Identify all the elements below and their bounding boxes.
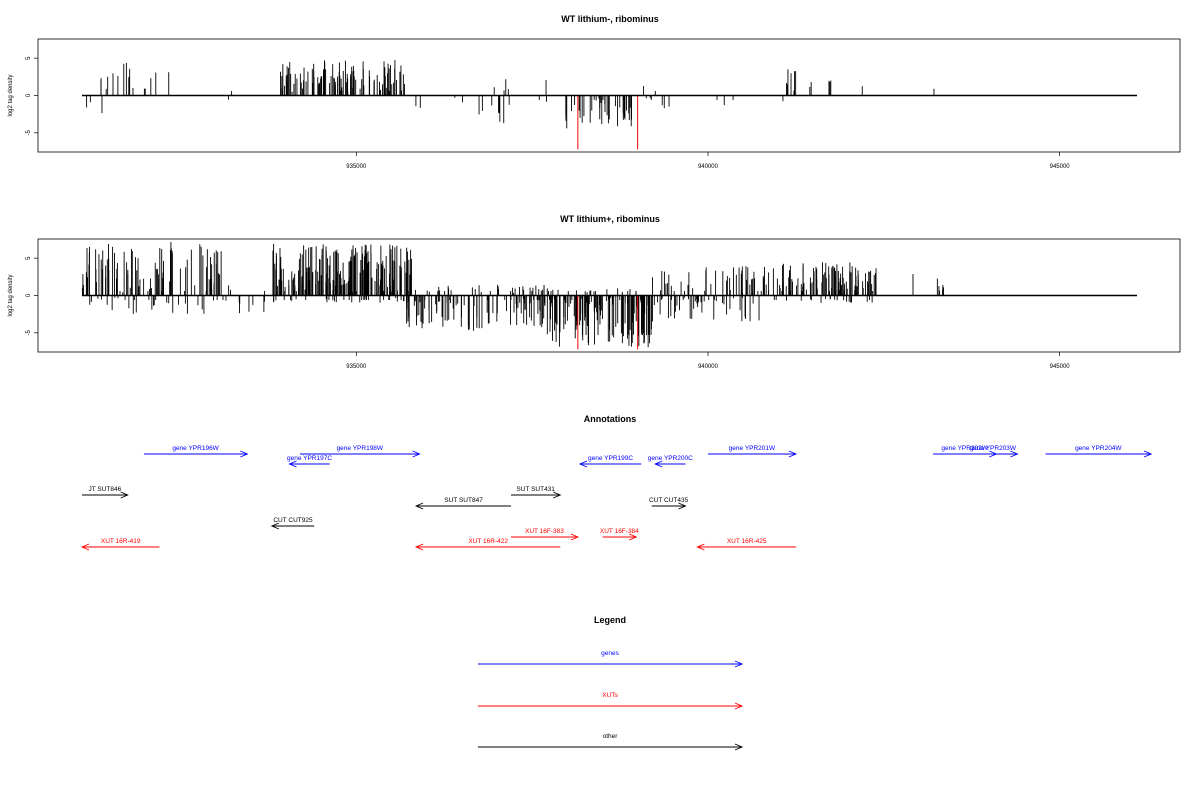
feature-label: JT SUT846	[88, 486, 121, 493]
feature-label: gene YPR200C	[648, 455, 693, 462]
feature-label: SUT SUT431	[516, 486, 555, 493]
x-tick-label: 935000	[346, 164, 367, 170]
feature-label: CUT CUT925	[273, 517, 313, 524]
feature-arrow-head	[414, 543, 424, 551]
feature-label: XUT 16R-419	[101, 538, 141, 545]
feature-arrow-head	[696, 543, 705, 551]
feature-label: XUT 16R-422	[468, 538, 508, 545]
feature-arrow-head	[270, 522, 280, 530]
feature-arrow-head	[414, 502, 424, 510]
legend-title: Legend	[594, 615, 626, 625]
feature-arrow-head	[788, 450, 798, 458]
feature-label: gene YPR196W	[172, 445, 219, 452]
feature-arrow-head	[629, 533, 638, 541]
legend-arrow-head	[734, 702, 744, 710]
feature-arrow-head	[288, 460, 297, 468]
feature-label: XUT 16F-383	[525, 528, 564, 535]
feature-label: XUT 16F-384	[600, 528, 639, 535]
y-tick-label: 0	[26, 293, 32, 297]
feature-arrow-head	[240, 450, 249, 458]
legend-arrow-head	[734, 660, 744, 668]
feature-label: gene YPR201W	[729, 445, 776, 452]
x-tick-label: 935000	[346, 364, 367, 370]
y-tick-label: 5	[26, 56, 32, 60]
y-tick-label: 5	[26, 256, 32, 260]
chart-title: WT lithium-, ribominus	[561, 14, 659, 24]
feature-arrow-head	[1143, 450, 1153, 458]
x-tick-label: 940000	[698, 164, 719, 170]
x-tick-label: 945000	[1050, 364, 1071, 370]
y-tick-label: -5	[26, 130, 32, 136]
feature-label: XUT 16R-425	[727, 538, 767, 545]
legend-label: XUTs	[602, 692, 618, 699]
feature-label: gene YPR198W	[337, 445, 384, 452]
x-tick-label: 945000	[1050, 164, 1071, 170]
feature-label: gene YPR197C	[287, 455, 332, 462]
feature-arrow-head	[412, 450, 421, 458]
feature-arrow-head	[80, 543, 90, 551]
feature-arrow-head	[678, 502, 687, 510]
annotation-title: Annotations	[584, 414, 637, 424]
feature-label: gene YPR202W	[941, 445, 988, 452]
x-tick-label: 940000	[698, 364, 719, 370]
feature-arrow-head	[578, 460, 588, 468]
y-axis-label: log2 tag density	[8, 274, 14, 316]
feature-label: gene YPR203W	[970, 445, 1017, 452]
y-tick-label: 0	[26, 93, 32, 97]
feature-arrow-head	[570, 533, 579, 541]
y-axis-label: log2 tag density	[8, 74, 14, 116]
legend-label: other	[603, 733, 619, 740]
feature-arrow-head	[654, 460, 663, 468]
feature-label: SUT SUT847	[444, 497, 483, 504]
y-tick-label: -5	[26, 330, 32, 336]
feature-arrow-head	[553, 491, 562, 499]
feature-label: CUT CUT435	[649, 497, 689, 504]
feature-arrow-head	[1010, 450, 1019, 458]
legend-arrow-head	[734, 743, 744, 751]
feature-label: gene YPR204W	[1075, 445, 1122, 452]
feature-label: gene YPR199C	[588, 455, 633, 462]
feature-arrow-head	[120, 491, 129, 499]
legend-label: genes	[601, 650, 619, 657]
chart-title: WT lithium+, ribominus	[560, 214, 660, 224]
